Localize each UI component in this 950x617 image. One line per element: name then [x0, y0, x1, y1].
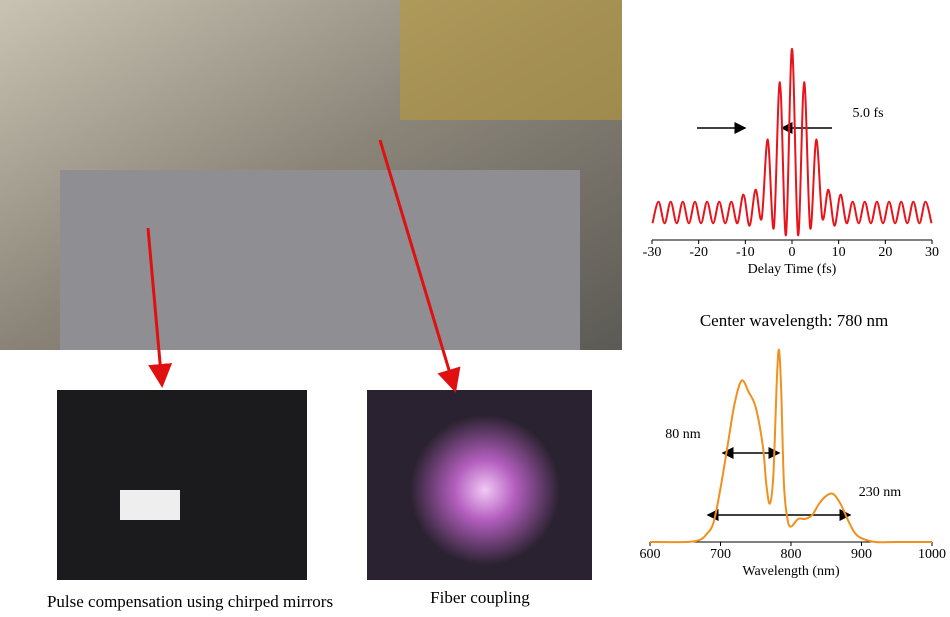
- x-tick-label: -20: [689, 245, 708, 260]
- fiber-glow: [410, 415, 560, 565]
- x-axis-label: Wavelength (nm): [742, 564, 840, 579]
- x-tick-label: 20: [878, 245, 892, 260]
- caption: Center wavelength: 780 nm: [700, 311, 888, 330]
- caption: Pulse compensation using chirped mirrors: [47, 592, 333, 611]
- x-axis-label: Delay Time (fs): [748, 262, 837, 277]
- x-tick-label: -30: [643, 245, 662, 260]
- annotation: 230 nm: [859, 485, 902, 500]
- x-tick-label: 30: [925, 245, 939, 260]
- x-tick-label: 1000: [918, 547, 946, 562]
- pointer-arrow: [146, 227, 173, 388]
- data-line: [649, 348, 932, 544]
- mirror-photo: [57, 390, 307, 580]
- x-tick-label: 0: [789, 245, 796, 260]
- photo-label: [120, 490, 180, 520]
- pointer-arrow: [378, 139, 461, 393]
- photo-table: [60, 170, 580, 350]
- x-tick-label: 900: [851, 547, 872, 562]
- x-tick-label: 10: [832, 245, 846, 260]
- annotation: 80 nm: [665, 427, 701, 442]
- x-tick-label: 800: [781, 547, 802, 562]
- data-line: [651, 47, 933, 237]
- caption: Fiber coupling: [430, 588, 530, 607]
- x-tick-label: 700: [710, 547, 731, 562]
- annotation: 5.0 fs: [852, 106, 883, 121]
- photo-curtain: [400, 0, 622, 120]
- x-tick-label: 600: [640, 547, 661, 562]
- x-tick-label: -10: [736, 245, 755, 260]
